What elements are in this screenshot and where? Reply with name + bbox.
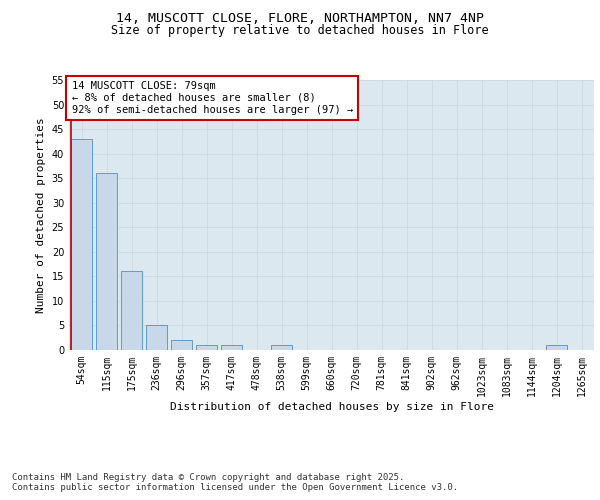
Bar — [96, 174, 117, 350]
Text: Size of property relative to detached houses in Flore: Size of property relative to detached ho… — [111, 24, 489, 37]
Bar — [221, 345, 242, 350]
Text: 14 MUSCOTT CLOSE: 79sqm
← 8% of detached houses are smaller (8)
92% of semi-deta: 14 MUSCOTT CLOSE: 79sqm ← 8% of detached… — [71, 82, 353, 114]
Bar — [196, 345, 217, 350]
Bar — [121, 272, 142, 350]
Bar — [71, 139, 92, 350]
Bar — [546, 345, 567, 350]
Bar — [271, 345, 292, 350]
X-axis label: Distribution of detached houses by size in Flore: Distribution of detached houses by size … — [170, 402, 493, 411]
Text: Contains HM Land Registry data © Crown copyright and database right 2025.
Contai: Contains HM Land Registry data © Crown c… — [12, 473, 458, 492]
Y-axis label: Number of detached properties: Number of detached properties — [36, 117, 46, 313]
Bar — [146, 326, 167, 350]
Text: 14, MUSCOTT CLOSE, FLORE, NORTHAMPTON, NN7 4NP: 14, MUSCOTT CLOSE, FLORE, NORTHAMPTON, N… — [116, 12, 484, 26]
Bar — [171, 340, 192, 350]
